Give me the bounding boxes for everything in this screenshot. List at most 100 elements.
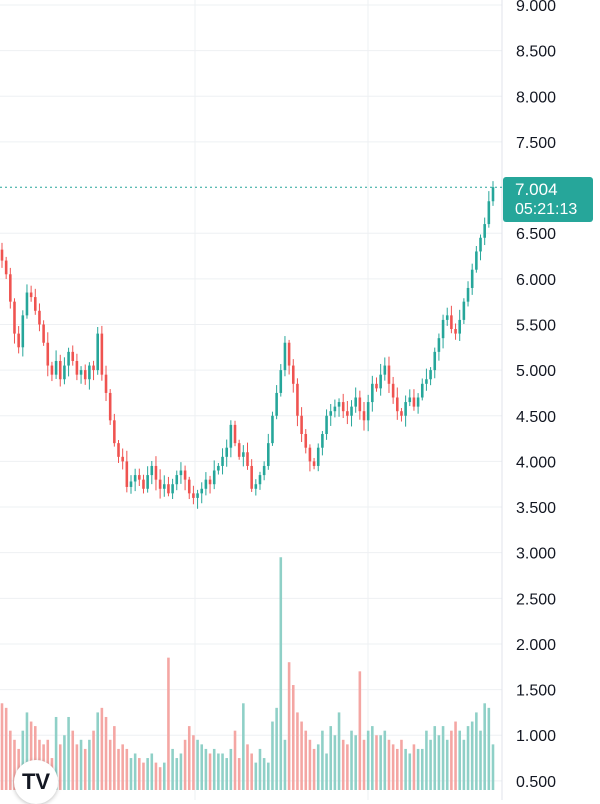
candle-body xyxy=(212,470,216,485)
volume-bar xyxy=(221,753,224,790)
candle-body xyxy=(325,415,328,435)
volume-bar xyxy=(437,735,441,790)
candle-body xyxy=(79,370,83,375)
price-tick-label: 8.500 xyxy=(516,44,556,61)
volume-bar xyxy=(138,758,141,790)
price-tick-label: 6.500 xyxy=(516,226,556,243)
candle-body xyxy=(383,365,387,375)
price-tick-label: 5.500 xyxy=(516,317,556,334)
price-tick-label: 6.000 xyxy=(516,272,556,289)
candle-body xyxy=(88,365,91,380)
volume-bar xyxy=(167,657,170,790)
volume-bar xyxy=(429,739,432,790)
volume-bar xyxy=(329,726,333,790)
volume-bar xyxy=(400,739,403,790)
candle-body xyxy=(167,484,170,494)
candle-body xyxy=(200,488,204,494)
volume-bar xyxy=(404,748,407,790)
volume-bar xyxy=(92,730,95,790)
candle-body xyxy=(83,370,87,380)
candle-body xyxy=(42,324,45,343)
candle-body xyxy=(150,465,154,476)
candle-body xyxy=(271,415,274,444)
volume-bar xyxy=(287,662,291,790)
volume-bar xyxy=(283,739,287,790)
candle-body xyxy=(129,481,133,487)
volume-bar xyxy=(100,707,104,790)
volume-bar xyxy=(445,739,449,790)
volume-bar xyxy=(179,753,183,790)
volume-bar xyxy=(54,716,58,790)
volume-bar xyxy=(108,739,112,790)
volume-bar xyxy=(233,730,237,790)
volume-bar xyxy=(162,762,166,790)
tradingview-logo-icon[interactable]: TV xyxy=(14,760,58,804)
candle-body xyxy=(470,269,474,288)
volume-bar xyxy=(304,730,308,790)
volume-bar xyxy=(466,726,470,790)
volume-bar xyxy=(454,721,457,790)
candle-body xyxy=(304,434,308,448)
logo-text: TV xyxy=(21,769,51,794)
candle-body xyxy=(204,479,208,489)
volume-bar xyxy=(387,739,391,790)
volume-bar xyxy=(296,712,299,790)
candle-body xyxy=(175,475,179,485)
candle-body xyxy=(429,370,432,380)
volume-bar xyxy=(21,730,25,790)
volume-bar xyxy=(129,758,133,790)
volume-bar xyxy=(271,721,274,790)
volume-bar xyxy=(246,744,249,790)
volume-bar xyxy=(67,716,70,790)
volume-bar xyxy=(250,753,253,790)
candle-body xyxy=(316,447,320,466)
candle-body xyxy=(162,484,166,489)
volume-bar xyxy=(192,735,195,790)
volume-bar xyxy=(321,730,324,790)
candle-body xyxy=(108,392,112,421)
volume-bar xyxy=(33,726,37,790)
volume-bar xyxy=(125,748,129,790)
volume-bar xyxy=(237,758,241,790)
price-tick-label: 3.000 xyxy=(516,546,556,563)
candle-body xyxy=(133,475,137,482)
price-tick-label: 2.000 xyxy=(516,637,556,654)
volume-bar xyxy=(470,721,474,790)
volume-bar xyxy=(366,730,370,790)
volume-bar xyxy=(300,721,303,790)
candle-body xyxy=(158,479,162,489)
volume-bar xyxy=(462,739,466,790)
chart-grid xyxy=(0,0,502,800)
candle-body xyxy=(113,420,116,444)
volume-bar xyxy=(412,744,416,790)
candle-body xyxy=(46,342,50,366)
volume-bar xyxy=(483,703,486,790)
candle-body xyxy=(396,397,399,412)
volume-bar xyxy=(420,748,424,790)
volume-bar xyxy=(204,748,208,790)
volume-bars xyxy=(0,557,495,790)
candle-body xyxy=(58,360,62,380)
candle-body xyxy=(346,411,349,416)
volume-bar xyxy=(358,671,362,790)
candle-body xyxy=(408,397,412,403)
volume-bar xyxy=(379,735,382,790)
volume-bar xyxy=(4,707,8,790)
candle-body xyxy=(192,493,195,498)
candlesticks xyxy=(0,181,495,509)
price-tick-label: 1.000 xyxy=(516,728,556,745)
last-price-value: 7.004 xyxy=(515,180,558,199)
candle-body xyxy=(187,479,191,494)
candle-body xyxy=(92,365,95,371)
candle-body xyxy=(420,383,424,398)
volume-bar xyxy=(312,748,316,790)
candle-body xyxy=(217,465,220,471)
price-tick-label: 7.500 xyxy=(516,135,556,152)
candle-body xyxy=(404,402,407,416)
volume-bar xyxy=(325,753,328,790)
volume-bar xyxy=(146,758,149,790)
volume-bar xyxy=(117,748,120,790)
volume-bar xyxy=(275,707,278,790)
volume-bar xyxy=(29,721,33,790)
